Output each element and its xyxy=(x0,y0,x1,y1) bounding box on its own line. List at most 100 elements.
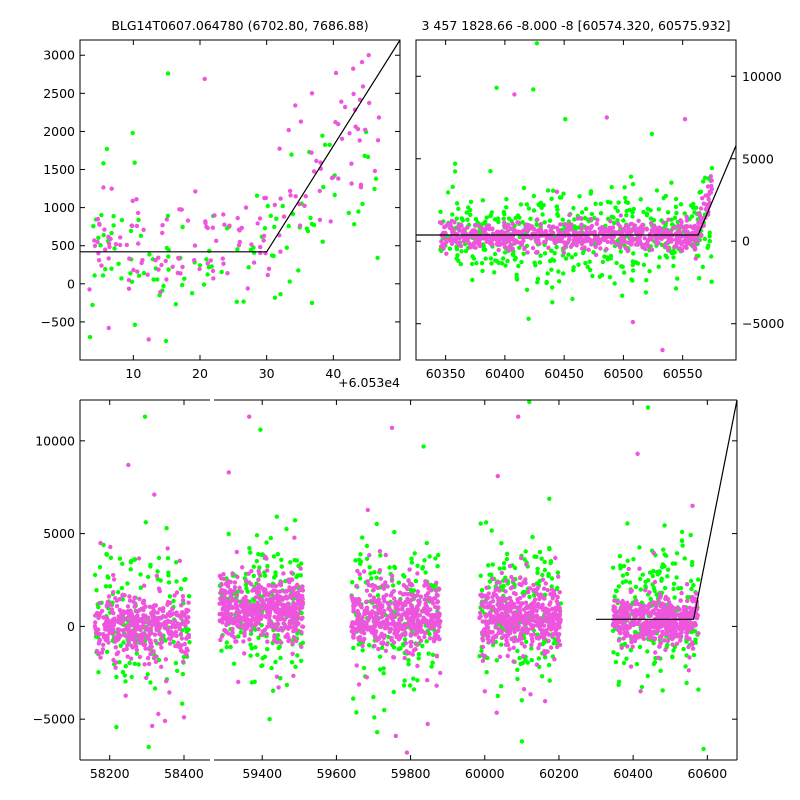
green-data-point xyxy=(515,676,520,682)
magenta-data-point xyxy=(637,238,642,243)
magenta-data-point xyxy=(109,630,114,635)
green-data-point xyxy=(489,210,494,215)
magenta-data-point xyxy=(234,610,239,615)
magenta-data-point xyxy=(588,216,594,222)
magenta-data-point xyxy=(378,634,383,639)
green-data-point xyxy=(272,295,278,300)
magenta-data-point xyxy=(253,595,258,600)
magenta-data-point xyxy=(512,228,517,233)
magenta-data-point xyxy=(225,604,230,609)
green-data-point xyxy=(201,282,207,287)
magenta-data-point xyxy=(571,233,576,238)
magenta-data-point xyxy=(262,593,267,598)
green-data-point xyxy=(180,701,185,706)
magenta-data-point xyxy=(133,632,138,637)
green-data-point xyxy=(180,224,185,230)
magenta-data-point xyxy=(118,235,123,240)
magenta-data-point xyxy=(260,629,266,634)
magenta-data-point xyxy=(679,590,684,596)
green-data-point xyxy=(180,671,186,677)
green-data-point xyxy=(391,689,396,695)
magenta-data-point xyxy=(142,662,147,667)
magenta-data-point xyxy=(350,622,355,627)
magenta-data-point xyxy=(243,205,249,210)
magenta-data-point xyxy=(168,619,173,624)
magenta-data-point xyxy=(124,646,129,652)
green-data-point xyxy=(178,586,184,592)
magenta-data-point xyxy=(388,626,394,632)
magenta-data-point xyxy=(567,212,572,218)
magenta-data-point xyxy=(159,664,164,669)
magenta-data-point xyxy=(479,601,484,606)
green-data-point xyxy=(535,566,540,572)
magenta-data-point xyxy=(556,618,561,624)
green-data-point xyxy=(638,197,643,202)
magenta-data-point xyxy=(164,277,169,282)
magenta-data-point xyxy=(137,596,142,602)
magenta-data-point xyxy=(480,658,486,663)
green-data-point xyxy=(360,648,365,653)
magenta-data-point xyxy=(287,188,293,194)
green-data-point xyxy=(502,211,507,217)
green-data-point xyxy=(278,292,283,297)
magenta-data-point xyxy=(477,615,482,621)
magenta-data-point xyxy=(528,692,533,697)
green-data-point xyxy=(433,556,438,561)
magenta-data-point xyxy=(518,611,523,616)
magenta-data-point xyxy=(397,590,403,595)
magenta-data-point xyxy=(709,183,714,189)
green-data-point xyxy=(104,649,110,654)
magenta-data-point xyxy=(389,573,395,579)
magenta-data-point xyxy=(378,576,383,581)
magenta-data-point xyxy=(178,271,183,276)
magenta-data-point xyxy=(684,214,689,219)
magenta-data-point xyxy=(484,239,489,244)
green-data-point xyxy=(254,533,260,538)
magenta-data-point xyxy=(507,647,512,652)
top-left-model-line xyxy=(80,39,401,253)
magenta-data-point xyxy=(278,583,284,588)
green-data-point xyxy=(547,547,552,552)
green-data-point xyxy=(166,580,172,585)
magenta-data-point xyxy=(511,659,516,664)
magenta-data-point xyxy=(281,604,286,609)
magenta-data-point xyxy=(223,581,229,587)
green-data-point xyxy=(268,213,273,218)
y-tick-label: 5000 xyxy=(742,151,774,166)
green-data-point xyxy=(652,588,657,594)
magenta-data-point xyxy=(649,237,654,242)
magenta-data-point xyxy=(186,600,191,605)
magenta-data-point xyxy=(141,227,146,232)
magenta-data-point xyxy=(258,616,264,622)
green-data-point xyxy=(91,224,96,229)
green-data-point xyxy=(234,299,239,304)
magenta-data-point xyxy=(280,597,285,602)
green-data-point xyxy=(254,559,259,564)
green-data-point xyxy=(700,264,705,270)
magenta-data-point xyxy=(266,266,272,271)
green-data-point xyxy=(612,281,617,286)
magenta-data-point xyxy=(457,240,462,245)
magenta-data-point xyxy=(465,225,470,230)
green-data-point xyxy=(679,538,685,543)
magenta-data-point xyxy=(557,605,562,611)
magenta-data-point xyxy=(126,639,131,644)
green-data-point xyxy=(96,235,101,240)
magenta-data-point xyxy=(125,654,130,659)
green-data-point xyxy=(624,656,629,661)
green-data-point xyxy=(625,200,631,205)
magenta-data-point xyxy=(165,546,170,551)
magenta-data-point xyxy=(414,630,420,636)
green-data-point xyxy=(415,563,420,568)
green-data-point xyxy=(621,563,627,569)
green-data-point xyxy=(459,249,464,254)
magenta-data-point xyxy=(484,585,489,590)
magenta-data-point xyxy=(577,230,582,236)
magenta-data-point xyxy=(129,612,134,617)
top-left-frame xyxy=(79,39,401,361)
magenta-data-point xyxy=(273,584,278,589)
green-data-point xyxy=(396,580,401,585)
magenta-data-point xyxy=(149,623,155,628)
green-data-point xyxy=(521,251,526,256)
magenta-data-point xyxy=(164,217,169,222)
